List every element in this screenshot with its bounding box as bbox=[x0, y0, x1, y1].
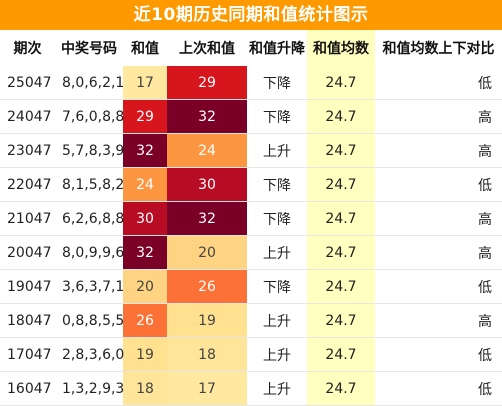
sum-cell: 30 bbox=[123, 201, 167, 236]
trend-cell: 下降 bbox=[247, 201, 307, 236]
issue-cell: 16047 bbox=[0, 371, 55, 406]
sum-cell: 29 bbox=[123, 99, 167, 134]
numbers-cell: 7,6,0,8,8 bbox=[55, 99, 124, 134]
numbers-cell: 3,6,3,7,1 bbox=[55, 269, 124, 304]
sum-cell: 32 bbox=[123, 235, 167, 270]
issue-cell: 24047 bbox=[0, 99, 55, 134]
prev-sum-cell: 19 bbox=[167, 303, 247, 338]
numbers-cell: 2,8,3,6,0 bbox=[55, 337, 124, 372]
issue-cell: 25047 bbox=[0, 66, 55, 100]
compare-cell: 低 bbox=[375, 167, 502, 202]
table-header: 期次 中奖号码 和值 上次和值 和值升降 和值均数 和值均数上下对比 bbox=[0, 30, 502, 66]
table-row: 20047 8,0,9,9,6 32 20 上升 24.7 高 bbox=[0, 235, 502, 270]
issue-cell: 23047 bbox=[0, 133, 55, 168]
prev-sum-cell: 18 bbox=[167, 337, 247, 372]
average-cell: 24.7 bbox=[307, 337, 375, 372]
table-row: 21047 6,2,6,8,8 30 32 下降 24.7 高 bbox=[0, 201, 502, 236]
compare-cell: 高 bbox=[375, 201, 502, 236]
prev-sum-cell: 24 bbox=[167, 133, 247, 168]
average-cell: 24.7 bbox=[307, 201, 375, 236]
average-cell: 24.7 bbox=[307, 167, 375, 202]
average-cell: 24.7 bbox=[307, 133, 375, 168]
header-numbers: 中奖号码 bbox=[55, 30, 123, 66]
compare-cell: 低 bbox=[375, 66, 502, 100]
prev-sum-cell: 20 bbox=[167, 235, 247, 270]
issue-cell: 20047 bbox=[0, 235, 55, 270]
average-cell: 24.7 bbox=[307, 269, 375, 304]
header-trend: 和值升降 bbox=[247, 30, 307, 66]
sum-cell: 17 bbox=[123, 66, 167, 100]
trend-cell: 上升 bbox=[247, 235, 307, 270]
issue-cell: 19047 bbox=[0, 269, 55, 304]
table-row: 23047 5,7,8,3,9 32 24 上升 24.7 高 bbox=[0, 133, 502, 168]
header-prev-sum: 上次和值 bbox=[167, 30, 247, 66]
compare-cell: 低 bbox=[375, 337, 502, 372]
sum-cell: 32 bbox=[123, 133, 167, 168]
compare-cell: 高 bbox=[375, 99, 502, 134]
average-cell: 24.7 bbox=[307, 66, 375, 100]
average-cell: 24.7 bbox=[307, 99, 375, 134]
prev-sum-cell: 32 bbox=[167, 201, 247, 236]
header-compare: 和值均数上下对比 bbox=[375, 30, 502, 66]
prev-sum-cell: 29 bbox=[167, 66, 247, 100]
prev-sum-cell: 32 bbox=[167, 99, 247, 134]
trend-cell: 下降 bbox=[247, 167, 307, 202]
trend-cell: 上升 bbox=[247, 337, 307, 372]
table-row: 24047 7,6,0,8,8 29 32 下降 24.7 高 bbox=[0, 99, 502, 134]
prev-sum-cell: 17 bbox=[167, 371, 247, 406]
table-row: 16047 1,3,2,9,3 18 17 上升 24.7 低 bbox=[0, 371, 502, 406]
numbers-cell: 8,1,5,8,2 bbox=[55, 167, 124, 202]
sum-cell: 20 bbox=[123, 269, 167, 304]
compare-cell: 低 bbox=[375, 269, 502, 304]
numbers-cell: 1,3,2,9,3 bbox=[55, 371, 124, 406]
table-row: 22047 8,1,5,8,2 24 30 下降 24.7 低 bbox=[0, 167, 502, 202]
trend-cell: 上升 bbox=[247, 303, 307, 338]
sum-cell: 24 bbox=[123, 167, 167, 202]
issue-cell: 22047 bbox=[0, 167, 55, 202]
numbers-cell: 6,2,6,8,8 bbox=[55, 201, 124, 236]
trend-cell: 上升 bbox=[247, 371, 307, 406]
page-title: 近10期历史同期和值统计图示 bbox=[0, 0, 502, 30]
sum-cell: 18 bbox=[123, 371, 167, 406]
prev-sum-cell: 26 bbox=[167, 269, 247, 304]
table-row: 19047 3,6,3,7,1 20 26 下降 24.7 低 bbox=[0, 269, 502, 304]
compare-cell: 高 bbox=[375, 303, 502, 338]
compare-cell: 高 bbox=[375, 235, 502, 270]
table-row: 17047 2,8,3,6,0 19 18 上升 24.7 低 bbox=[0, 337, 502, 372]
sum-cell: 19 bbox=[123, 337, 167, 372]
header-average: 和值均数 bbox=[307, 30, 375, 66]
history-table: 期次 中奖号码 和值 上次和值 和值升降 和值均数 和值均数上下对比 25047… bbox=[0, 30, 502, 406]
numbers-cell: 8,0,6,2,1 bbox=[55, 66, 124, 100]
table-row: 18047 0,8,8,5,5 26 19 上升 24.7 高 bbox=[0, 303, 502, 338]
table-row: 25047 8,0,6,2,1 17 29 下降 24.7 低 bbox=[0, 66, 502, 100]
trend-cell: 下降 bbox=[247, 269, 307, 304]
numbers-cell: 0,8,8,5,5 bbox=[55, 303, 124, 338]
issue-cell: 18047 bbox=[0, 303, 55, 338]
average-cell: 24.7 bbox=[307, 371, 375, 406]
average-cell: 24.7 bbox=[307, 303, 375, 338]
issue-cell: 21047 bbox=[0, 201, 55, 236]
header-issue: 期次 bbox=[0, 30, 55, 66]
numbers-cell: 5,7,8,3,9 bbox=[55, 133, 124, 168]
trend-cell: 下降 bbox=[247, 99, 307, 134]
compare-cell: 低 bbox=[375, 371, 502, 406]
average-cell: 24.7 bbox=[307, 235, 375, 270]
compare-cell: 高 bbox=[375, 133, 502, 168]
trend-cell: 上升 bbox=[247, 133, 307, 168]
numbers-cell: 8,0,9,9,6 bbox=[55, 235, 124, 270]
issue-cell: 17047 bbox=[0, 337, 55, 372]
sum-cell: 26 bbox=[123, 303, 167, 338]
trend-cell: 下降 bbox=[247, 66, 307, 100]
header-sum: 和值 bbox=[123, 30, 167, 66]
prev-sum-cell: 30 bbox=[167, 167, 247, 202]
